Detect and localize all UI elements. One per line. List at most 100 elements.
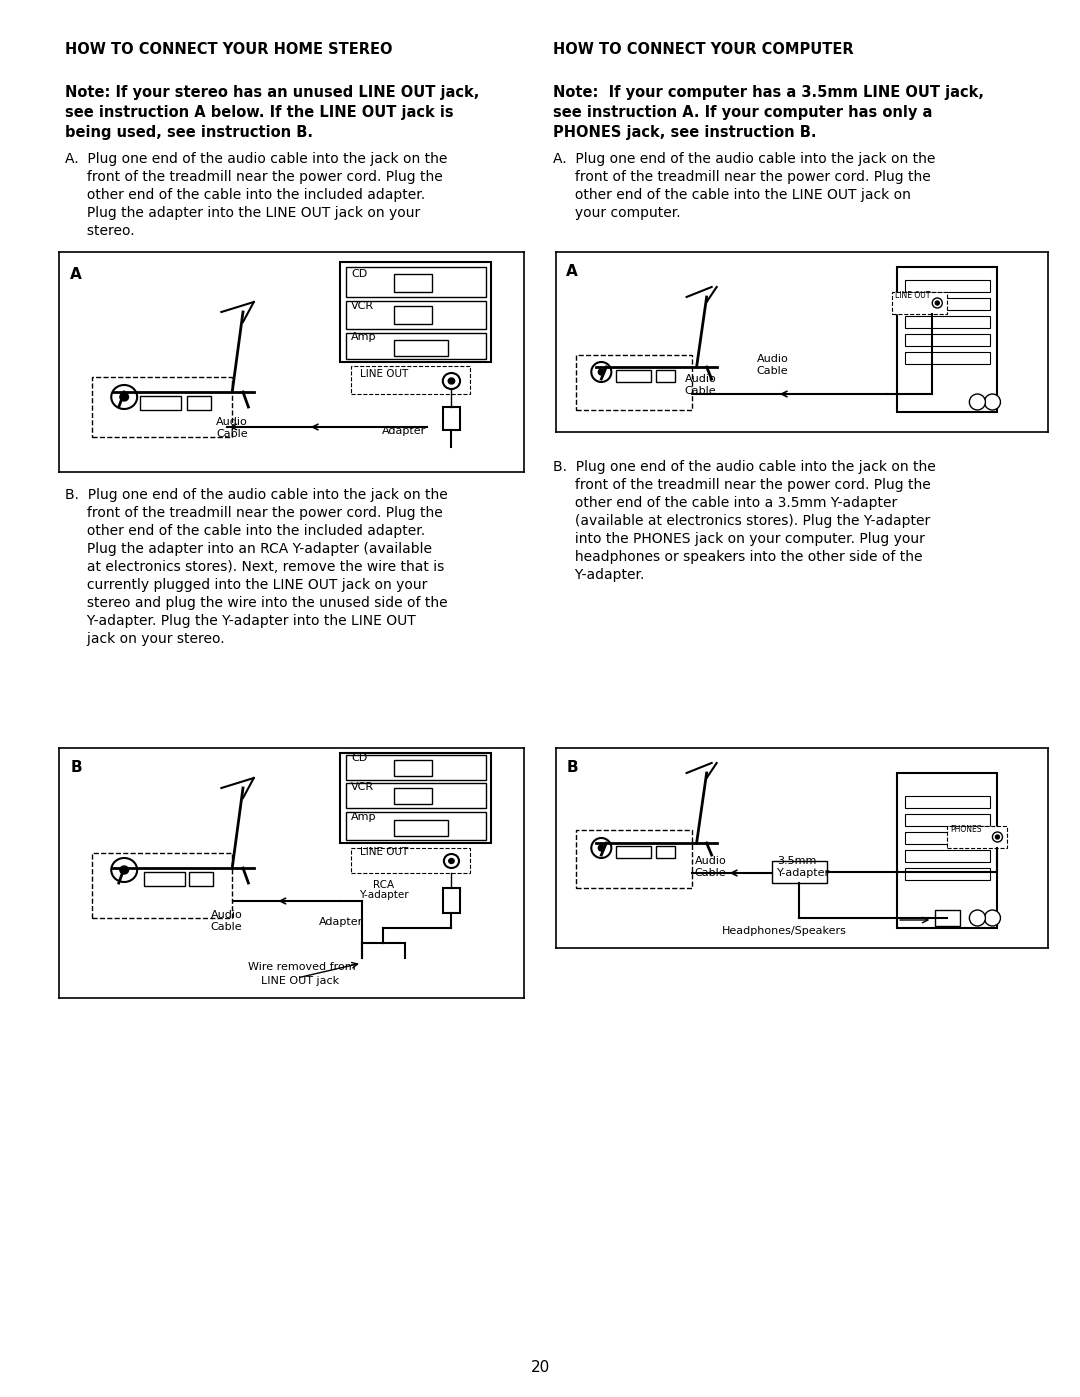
FancyBboxPatch shape bbox=[577, 830, 691, 888]
Bar bbox=[905, 352, 990, 365]
FancyBboxPatch shape bbox=[577, 355, 691, 409]
Bar bbox=[935, 909, 960, 926]
Text: Amp: Amp bbox=[351, 812, 377, 821]
Text: LINE OUT: LINE OUT bbox=[360, 847, 408, 856]
Text: Amp: Amp bbox=[351, 332, 377, 342]
Text: front of the treadmill near the power cord. Plug the: front of the treadmill near the power co… bbox=[65, 170, 443, 184]
Text: CD: CD bbox=[351, 270, 367, 279]
Text: front of the treadmill near the power cord. Plug the: front of the treadmill near the power co… bbox=[65, 506, 443, 520]
Circle shape bbox=[592, 838, 611, 858]
Circle shape bbox=[443, 373, 460, 388]
Text: A: A bbox=[566, 264, 578, 279]
Text: B: B bbox=[566, 760, 578, 775]
Text: 20: 20 bbox=[530, 1361, 550, 1375]
Text: currently plugged into the LINE OUT jack on your: currently plugged into the LINE OUT jack… bbox=[65, 578, 428, 592]
Circle shape bbox=[932, 298, 942, 307]
Text: stereo and plug the wire into the unused side of the: stereo and plug the wire into the unused… bbox=[65, 597, 447, 610]
Text: Note:  If your computer has a 3.5mm LINE OUT jack,: Note: If your computer has a 3.5mm LINE … bbox=[553, 85, 984, 101]
Text: PHONES: PHONES bbox=[950, 826, 982, 834]
Text: other end of the cable into the included adapter.: other end of the cable into the included… bbox=[65, 189, 426, 203]
Bar bbox=[394, 274, 432, 292]
Text: other end of the cable into the LINE OUT jack on: other end of the cable into the LINE OUT… bbox=[553, 189, 910, 203]
Text: front of the treadmill near the power cord. Plug the: front of the treadmill near the power co… bbox=[553, 170, 931, 184]
Text: Y-adapter. Plug the Y-adapter into the LINE OUT: Y-adapter. Plug the Y-adapter into the L… bbox=[65, 615, 416, 629]
Circle shape bbox=[592, 362, 611, 381]
Bar bbox=[140, 395, 181, 409]
Text: Wire removed from: Wire removed from bbox=[248, 963, 356, 972]
FancyBboxPatch shape bbox=[92, 854, 232, 918]
Text: Audio
Cable: Audio Cable bbox=[216, 416, 247, 439]
Circle shape bbox=[985, 394, 1000, 409]
Circle shape bbox=[985, 909, 1000, 926]
Text: being used, see instruction B.: being used, see instruction B. bbox=[65, 124, 313, 140]
Circle shape bbox=[111, 386, 137, 409]
Bar bbox=[394, 820, 448, 835]
Text: A.  Plug one end of the audio cable into the jack on the: A. Plug one end of the audio cable into … bbox=[65, 152, 447, 166]
Text: B: B bbox=[70, 760, 82, 775]
Bar bbox=[394, 788, 432, 805]
Text: other end of the cable into a 3.5mm Y-adapter: other end of the cable into a 3.5mm Y-ad… bbox=[553, 496, 897, 510]
Circle shape bbox=[935, 300, 940, 305]
Circle shape bbox=[120, 866, 129, 875]
FancyBboxPatch shape bbox=[92, 377, 232, 437]
Text: Y-adapter: Y-adapter bbox=[359, 890, 408, 900]
Text: Audio
Cable: Audio Cable bbox=[757, 353, 788, 376]
Text: Audio
Cable: Audio Cable bbox=[685, 374, 716, 395]
Text: at electronics stores). Next, remove the wire that is: at electronics stores). Next, remove the… bbox=[65, 560, 444, 574]
FancyBboxPatch shape bbox=[892, 292, 947, 314]
Text: A: A bbox=[70, 267, 82, 282]
Text: B.  Plug one end of the audio cable into the jack on the: B. Plug one end of the audio cable into … bbox=[553, 460, 935, 474]
Text: your computer.: your computer. bbox=[553, 205, 680, 219]
Bar bbox=[394, 339, 448, 356]
Text: LINE OUT: LINE OUT bbox=[895, 291, 931, 300]
Text: CD: CD bbox=[351, 753, 367, 763]
Text: into the PHONES jack on your computer. Plug your: into the PHONES jack on your computer. P… bbox=[553, 532, 924, 546]
Text: PHONES jack, see instruction B.: PHONES jack, see instruction B. bbox=[553, 124, 816, 140]
Bar bbox=[905, 298, 990, 310]
Bar bbox=[905, 814, 990, 826]
Text: Audio
Cable: Audio Cable bbox=[694, 856, 727, 877]
Bar bbox=[905, 833, 990, 844]
Circle shape bbox=[444, 854, 459, 868]
Bar bbox=[905, 868, 990, 880]
Bar bbox=[144, 872, 185, 886]
Text: Note: If your stereo has an unused LINE OUT jack,: Note: If your stereo has an unused LINE … bbox=[65, 85, 480, 101]
FancyBboxPatch shape bbox=[947, 826, 1008, 848]
Bar bbox=[657, 370, 675, 381]
Text: Plug the adapter into an RCA Y-adapter (available: Plug the adapter into an RCA Y-adapter (… bbox=[65, 542, 432, 556]
Circle shape bbox=[970, 909, 985, 926]
Text: Plug the adapter into the LINE OUT jack on your: Plug the adapter into the LINE OUT jack … bbox=[65, 205, 420, 219]
Bar bbox=[187, 395, 211, 409]
Bar bbox=[617, 370, 651, 381]
Text: VCR: VCR bbox=[351, 300, 374, 312]
Circle shape bbox=[449, 859, 454, 863]
Text: Adapter: Adapter bbox=[319, 916, 363, 928]
Circle shape bbox=[598, 369, 605, 374]
Text: HOW TO CONNECT YOUR HOME STEREO: HOW TO CONNECT YOUR HOME STEREO bbox=[65, 42, 392, 57]
Bar bbox=[189, 872, 213, 886]
Text: see instruction A. If your computer has only a: see instruction A. If your computer has … bbox=[553, 105, 932, 120]
Text: headphones or speakers into the other side of the: headphones or speakers into the other si… bbox=[553, 550, 922, 564]
Bar bbox=[340, 753, 491, 842]
Bar bbox=[394, 760, 432, 775]
Text: front of the treadmill near the power cord. Plug the: front of the treadmill near the power co… bbox=[553, 478, 931, 492]
Text: Adapter: Adapter bbox=[382, 426, 427, 436]
Bar bbox=[394, 306, 432, 324]
Bar bbox=[772, 861, 827, 883]
Circle shape bbox=[448, 379, 455, 384]
Text: RCA: RCA bbox=[373, 880, 394, 890]
Bar bbox=[346, 267, 486, 298]
Bar bbox=[443, 888, 460, 914]
Bar bbox=[340, 263, 491, 362]
Text: B.  Plug one end of the audio cable into the jack on the: B. Plug one end of the audio cable into … bbox=[65, 488, 448, 502]
Text: jack on your stereo.: jack on your stereo. bbox=[65, 631, 225, 645]
Bar bbox=[897, 773, 998, 928]
Bar bbox=[443, 407, 460, 430]
Bar bbox=[346, 300, 486, 330]
Bar bbox=[346, 332, 486, 359]
Bar bbox=[346, 782, 486, 807]
Circle shape bbox=[120, 393, 129, 401]
Text: LINE OUT: LINE OUT bbox=[360, 369, 408, 379]
Circle shape bbox=[993, 833, 1002, 842]
Text: other end of the cable into the included adapter.: other end of the cable into the included… bbox=[65, 524, 426, 538]
